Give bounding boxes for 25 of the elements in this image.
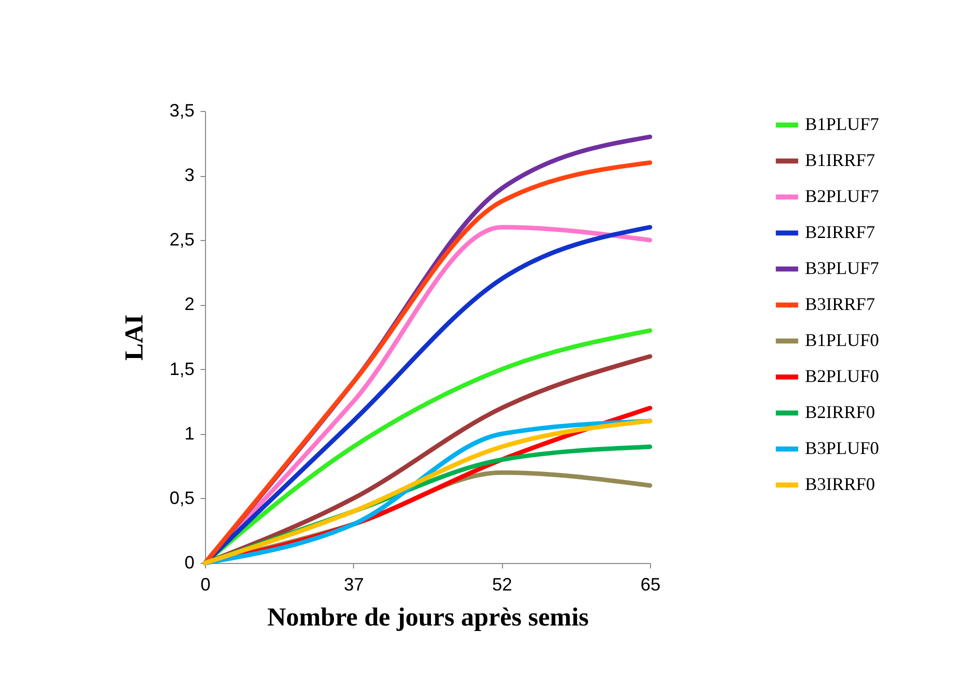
y-tick-label: 0,5 (169, 488, 194, 508)
legend-label: B3IRRF7 (805, 294, 876, 314)
legend-label: B1IRRF7 (805, 150, 876, 170)
x-tick-label: 65 (640, 574, 661, 594)
y-tick-label: 3 (184, 165, 194, 186)
y-axis-title: LAI (119, 314, 148, 361)
legend-label: B3IRRF0 (805, 474, 876, 494)
legend-label: B1PLUF7 (805, 114, 880, 134)
y-tick-label: 1,5 (169, 358, 194, 379)
legend-label: B2PLUF7 (805, 186, 880, 206)
legend-label: B3PLUF7 (805, 258, 880, 278)
y-tick-label: 2,5 (169, 230, 194, 250)
legend-label: B2IRRF0 (805, 402, 876, 422)
x-axis-title: Nombre de jours après semis (267, 602, 589, 632)
y-tick-label: 2 (184, 294, 194, 314)
y-tick-label: 3,5 (169, 100, 194, 120)
y-tick-label: 1 (184, 423, 194, 444)
x-tick-label: 0 (200, 574, 211, 594)
x-tick-label: 52 (492, 574, 512, 594)
legend-label: B2PLUF0 (805, 366, 880, 386)
legend-label: B1PLUF0 (805, 330, 880, 350)
x-tick-label: 37 (344, 574, 364, 594)
y-tick-label: 0 (184, 552, 194, 572)
legend-label: B3PLUF0 (805, 438, 880, 458)
legend-label: B2IRRF7 (805, 222, 876, 242)
